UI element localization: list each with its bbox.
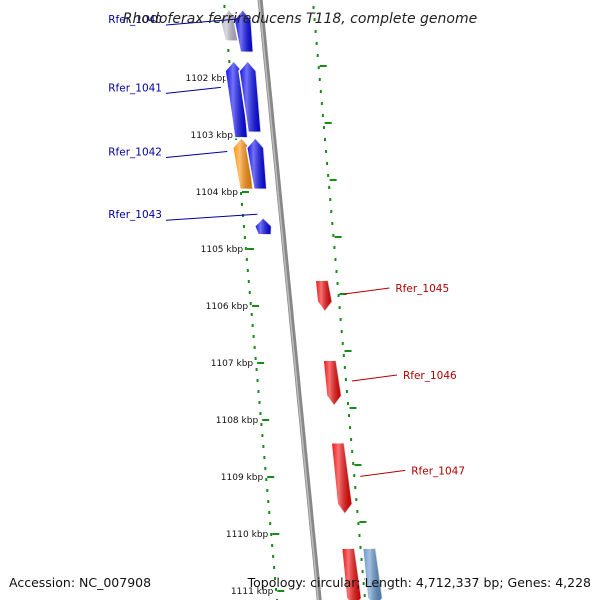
gene-arrow-shading: [331, 442, 353, 515]
gene-label-leader: [165, 213, 258, 221]
label-layer: Rfer_1040 Rfer_1041 Rfer_1042 Rfer_1043 Rfer…: [108, 14, 465, 477]
gene-label-leader: [165, 18, 239, 26]
accession-text: Accession: NC_007908: [9, 575, 151, 590]
genome-backbone: [257, 0, 322, 600]
gene-label[interactable]: Rfer_1046: [403, 370, 457, 382]
kbp-tick-label: 1106 kbp: [206, 302, 249, 312]
gene-label[interactable]: Rfer_1043: [108, 209, 162, 221]
gene-label[interactable]: Rfer_1042: [108, 147, 162, 159]
gene-feature[interactable]: [314, 279, 334, 313]
gene-feature[interactable]: [330, 442, 354, 516]
gene-label-leader: [351, 374, 398, 382]
kbp-tick-label: 1109 kbp: [221, 473, 264, 483]
gene-label-leader: [165, 86, 221, 94]
kbp-tick-label: 1111 kbp: [231, 587, 274, 597]
gene-layer: [219, 8, 384, 600]
kbp-tick-label: 1107 kbp: [211, 359, 254, 369]
map-title: Rhodoferax ferrireducens T118, complete …: [123, 11, 477, 27]
kbp-tick-label: 1102 kbp: [185, 74, 228, 84]
gene-feature[interactable]: [322, 359, 343, 408]
genome-backbone-highlight: [258, 0, 319, 600]
gene-arrow-shading: [323, 360, 342, 406]
gene-arrow-shading: [362, 548, 383, 600]
kbp-tick-label: 1104 kbp: [196, 188, 239, 198]
gene-feature[interactable]: [233, 8, 255, 54]
gene-arrow-shading: [239, 60, 262, 133]
gene-feature[interactable]: [253, 216, 273, 236]
gene-arrow-shading: [234, 9, 254, 53]
gene-arrow-shading: [246, 137, 267, 190]
gene-label[interactable]: Rfer_1045: [395, 283, 449, 295]
gene-arrow-shading: [254, 217, 272, 235]
gene-label-leader: [344, 287, 390, 295]
gene-feature[interactable]: [245, 136, 268, 190]
gene-feature[interactable]: [361, 547, 384, 600]
gene-label[interactable]: Rfer_1041: [108, 82, 162, 94]
gene-feature[interactable]: [238, 59, 262, 133]
gene-feature[interactable]: [219, 8, 239, 42]
gene-label-leader: [360, 469, 406, 477]
kbp-tick-label: 1105 kbp: [201, 245, 244, 255]
genome-summary-text: Topology: circular; Length: 4,712,337 bp…: [247, 575, 591, 590]
gene-arrow-shading: [220, 9, 239, 41]
backbone-layer: [257, 0, 322, 600]
gene-label[interactable]: Rfer_1047: [411, 465, 465, 477]
gene-arrow-shading: [341, 548, 362, 600]
gene-arrow-shading: [315, 280, 333, 312]
gene-feature[interactable]: [340, 547, 363, 600]
gene-label-leader: [165, 151, 228, 158]
kbp-tick-label: 1110 kbp: [226, 530, 269, 540]
kbp-tick-label: 1108 kbp: [216, 416, 259, 426]
kbp-tick-label: 1103 kbp: [191, 131, 234, 141]
gene-label[interactable]: Rfer_1040: [108, 14, 162, 26]
